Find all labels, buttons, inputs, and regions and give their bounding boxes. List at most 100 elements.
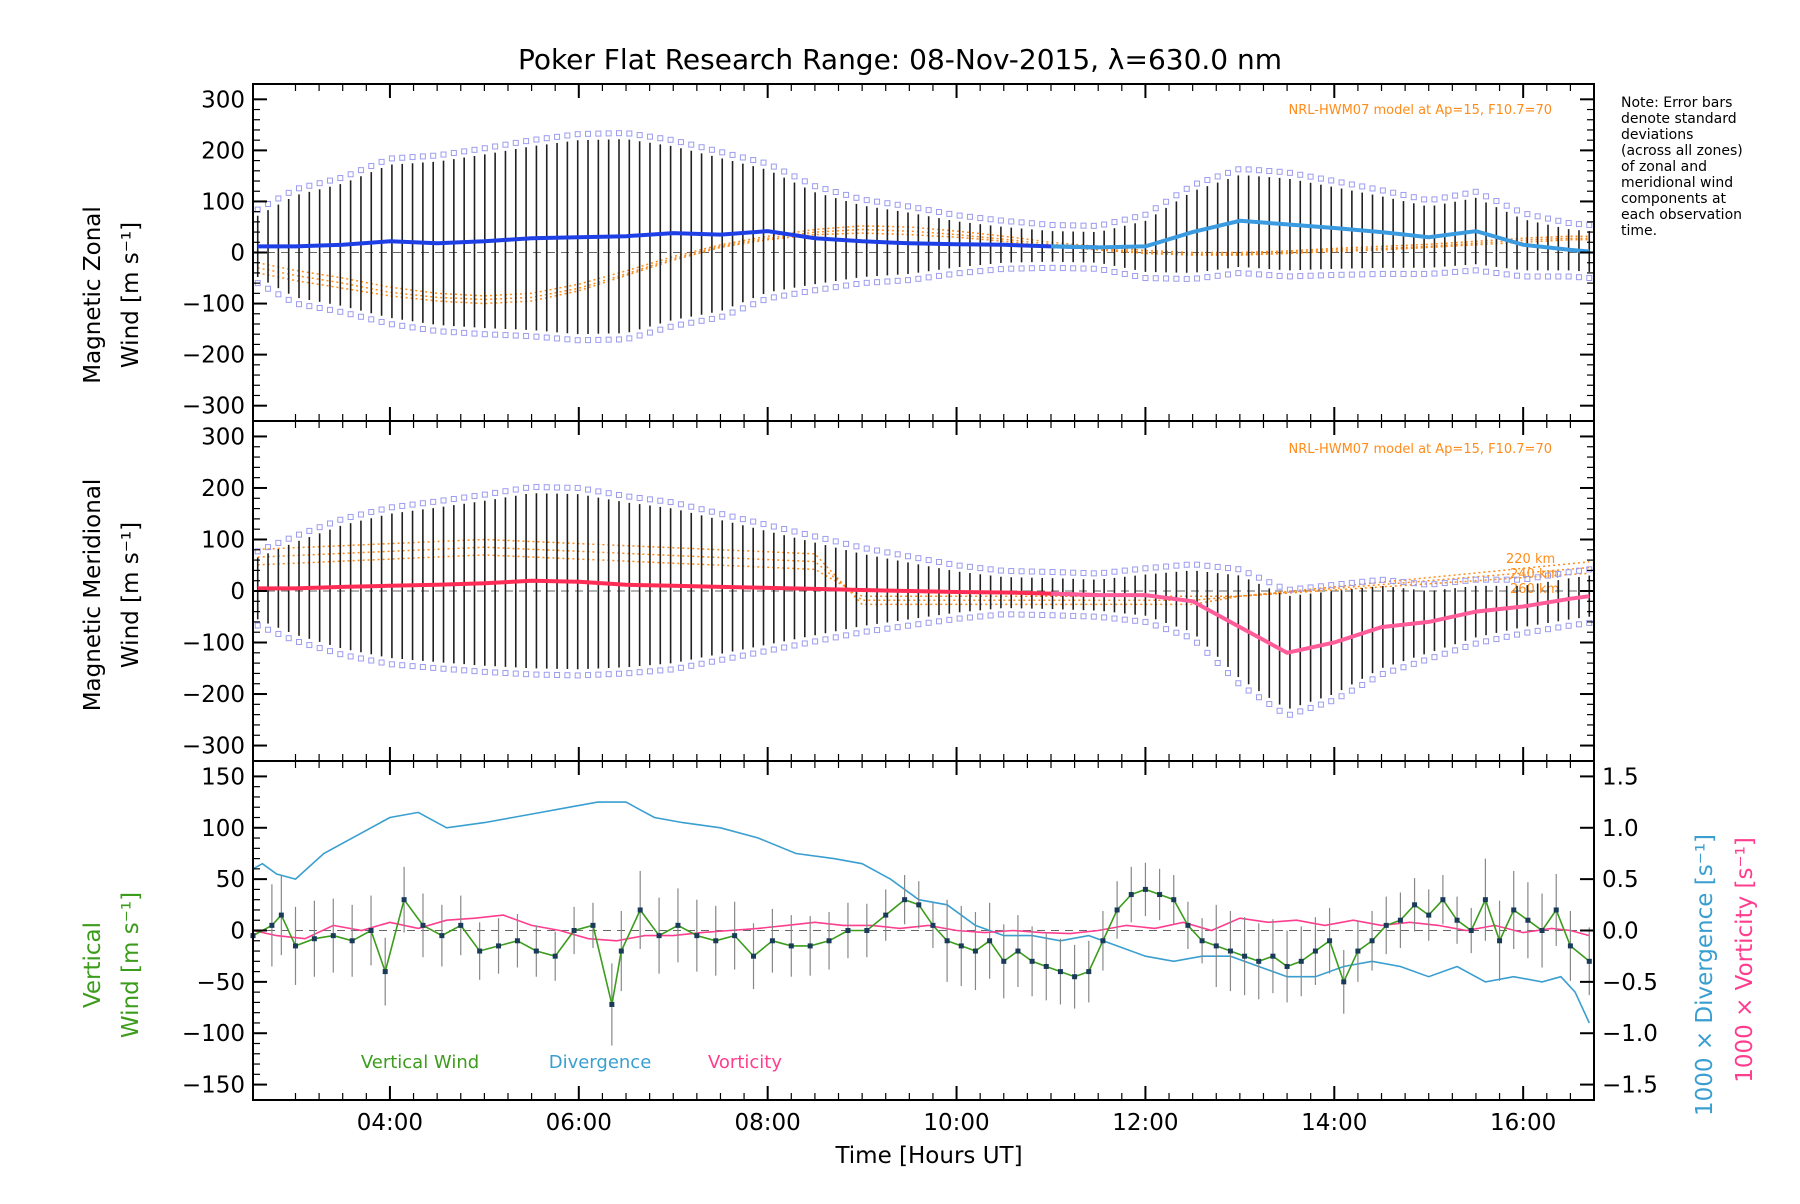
scatter-point — [1173, 275, 1180, 282]
scatter-point — [585, 337, 592, 344]
scatter-point — [1018, 219, 1025, 226]
scatter-point — [306, 182, 313, 189]
scatter-point — [1307, 704, 1314, 711]
scatter-point — [1152, 564, 1159, 571]
scatter-point — [585, 130, 592, 137]
scatter-point — [1544, 273, 1551, 280]
vertical-wind-point — [769, 938, 775, 944]
vertical-wind-point — [1128, 892, 1134, 898]
scatter-point — [1390, 577, 1397, 584]
scatter-point — [1307, 173, 1314, 180]
scatter-point — [1586, 619, 1593, 626]
scatter-point — [739, 305, 746, 312]
scatter-point — [1070, 265, 1077, 272]
x-axis-label: Time [Hours UT] — [834, 1143, 1022, 1169]
y-tick-label: −100 — [182, 292, 245, 318]
scatter-point — [275, 195, 282, 202]
y-tick-label: 300 — [201, 87, 245, 113]
scatter-point — [1514, 272, 1521, 279]
vertical-wind-point — [732, 933, 738, 939]
scatter-point — [1431, 196, 1438, 203]
scatter-point — [502, 332, 509, 339]
scatter-point — [254, 548, 261, 555]
vertical-wind-point — [609, 1001, 615, 1007]
scatter-point — [461, 148, 468, 155]
vertical-wind-point — [1327, 938, 1333, 944]
scatter-point — [326, 648, 333, 655]
scatter-point — [574, 337, 581, 344]
scatter-point — [388, 321, 395, 328]
scatter-point — [337, 516, 344, 523]
scatter-point — [1359, 681, 1366, 688]
scatter-point — [481, 491, 488, 498]
scatter-point — [1080, 265, 1087, 272]
scatter-point — [409, 663, 416, 670]
scatter-point — [1132, 214, 1139, 221]
scatter-point — [1307, 584, 1314, 591]
scatter-point — [1493, 270, 1500, 277]
scatter-point — [1431, 581, 1438, 588]
scatter-point — [977, 565, 984, 572]
scatter-point — [368, 509, 375, 516]
vertical-wind-point — [637, 907, 643, 913]
scatter-point — [1101, 221, 1108, 228]
scatter-point — [677, 664, 684, 671]
scatter-point — [1070, 612, 1077, 619]
scatter-point — [450, 329, 457, 336]
scatter-point — [1039, 612, 1046, 619]
scatter-point — [719, 511, 726, 518]
scatter-point — [956, 270, 963, 277]
scatter-point — [760, 159, 767, 166]
zonal-model-label: NRL-HWM07 model at Ap=15, F10.7=70 — [1289, 103, 1553, 118]
scatter-point — [409, 154, 416, 161]
zonal-ylabel-line1: Magnetic Zonal — [80, 206, 106, 384]
scatter-point — [409, 324, 416, 331]
scatter-point — [595, 488, 602, 495]
vertical-wind-point — [1468, 928, 1474, 933]
scatter-point — [1028, 568, 1035, 575]
scatter-point — [265, 626, 272, 633]
scatter-point — [1565, 273, 1572, 280]
y-tick-label: −100 — [182, 1021, 245, 1047]
scatter-point — [347, 311, 354, 318]
scatter-point — [1101, 614, 1108, 621]
scatter-point — [1421, 657, 1428, 664]
vertical-wind-point — [1213, 943, 1219, 949]
legend-divergence: Divergence — [549, 1052, 652, 1073]
scatter-point — [1204, 274, 1211, 281]
scatter-point — [1524, 273, 1531, 280]
scatter-point — [275, 630, 282, 637]
scatter-point — [894, 551, 901, 558]
scatter-point — [1297, 171, 1304, 178]
scatter-point — [1173, 629, 1180, 636]
scatter-point — [1544, 626, 1551, 633]
scatter-point — [1028, 220, 1035, 227]
scatter-point — [1307, 272, 1314, 279]
scatter-point — [1214, 173, 1221, 180]
scatter-point — [1111, 615, 1118, 622]
right-y-tick-label: 0.5 — [1602, 867, 1639, 893]
scatter-point — [357, 655, 364, 662]
scatter-point — [326, 177, 333, 184]
scatter-point — [1266, 701, 1273, 708]
scatter-point — [585, 672, 592, 679]
scatter-point — [1431, 654, 1438, 661]
model-curve — [257, 232, 1590, 305]
scatter-point — [987, 216, 994, 223]
scatter-point — [1163, 626, 1170, 633]
vertical-wind-point — [987, 938, 993, 944]
scatter-point — [1544, 572, 1551, 579]
vertical-wind-point — [826, 938, 832, 944]
scatter-point — [1379, 671, 1386, 678]
vertical-wind-point — [1015, 948, 1021, 954]
scatter-point — [347, 513, 354, 520]
scatter-point — [1266, 579, 1273, 586]
scatter-point — [677, 139, 684, 146]
scatter-point — [719, 149, 726, 156]
scatter-point — [1369, 676, 1376, 683]
chart-marks: 300 200 100 0 −100 −200 −300 300 200 100 0 −100 −200… — [182, 83, 1658, 1136]
scatter-point — [1163, 563, 1170, 570]
scatter-point — [1245, 570, 1252, 577]
vertical-wind-point — [1142, 886, 1148, 892]
scatter-point — [1276, 583, 1283, 590]
